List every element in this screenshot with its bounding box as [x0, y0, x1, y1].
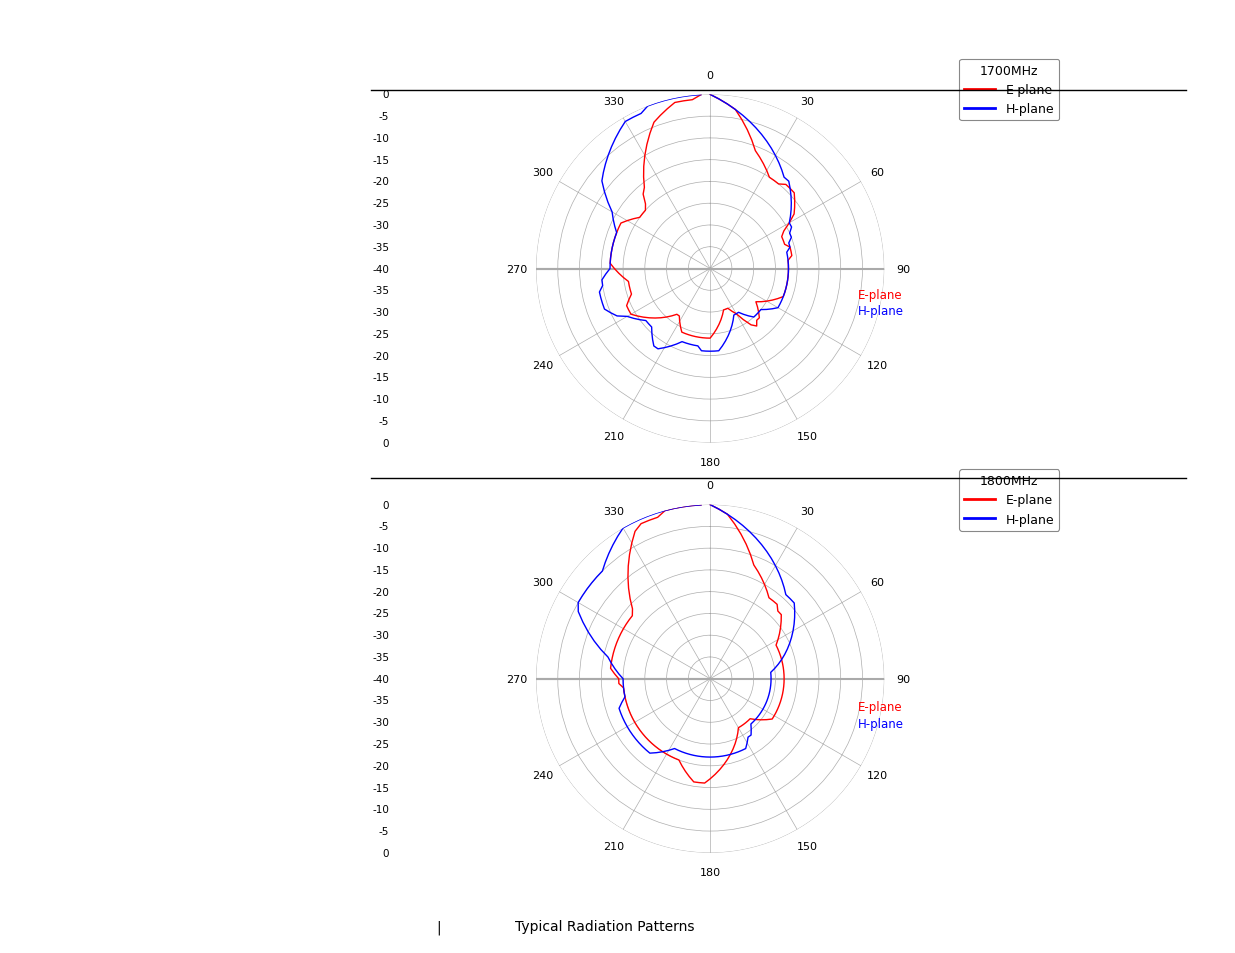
Text: 0: 0 — [383, 91, 389, 100]
Text: 0: 0 — [383, 848, 389, 858]
Text: -25: -25 — [372, 609, 389, 618]
Text: -5: -5 — [379, 522, 389, 532]
Text: -30: -30 — [372, 718, 389, 727]
Text: -35: -35 — [372, 696, 389, 706]
Text: -25: -25 — [372, 199, 389, 209]
Legend: E-plane, H-plane: E-plane, H-plane — [960, 60, 1060, 121]
Text: -40: -40 — [372, 674, 389, 684]
Text: -35: -35 — [372, 286, 389, 296]
Text: E-plane: E-plane — [858, 289, 903, 302]
Text: -15: -15 — [372, 373, 389, 383]
Text: -20: -20 — [372, 177, 389, 187]
Text: E-plane: E-plane — [858, 700, 903, 714]
Text: -10: -10 — [372, 804, 389, 815]
Text: 0: 0 — [383, 500, 389, 510]
Text: -30: -30 — [372, 221, 389, 231]
Text: -25: -25 — [372, 740, 389, 749]
Text: -20: -20 — [372, 352, 389, 361]
Text: -10: -10 — [372, 543, 389, 554]
Text: -25: -25 — [372, 330, 389, 339]
Text: -15: -15 — [372, 155, 389, 166]
Text: |: | — [436, 919, 441, 934]
Text: -5: -5 — [379, 416, 389, 426]
Text: -35: -35 — [372, 242, 389, 253]
Legend: E-plane, H-plane: E-plane, H-plane — [960, 470, 1060, 531]
Text: -35: -35 — [372, 652, 389, 662]
Text: -30: -30 — [372, 631, 389, 640]
Text: -30: -30 — [372, 308, 389, 317]
Text: -15: -15 — [372, 565, 389, 576]
Text: 0: 0 — [383, 438, 389, 448]
Text: -5: -5 — [379, 826, 389, 836]
Text: H-plane: H-plane — [858, 305, 904, 318]
Text: Typical Radiation Patterns: Typical Radiation Patterns — [515, 920, 695, 933]
Text: -20: -20 — [372, 761, 389, 771]
Text: -10: -10 — [372, 133, 389, 144]
Text: -10: -10 — [372, 395, 389, 405]
Text: -20: -20 — [372, 587, 389, 597]
Text: -40: -40 — [372, 264, 389, 274]
Text: -15: -15 — [372, 782, 389, 793]
Text: H-plane: H-plane — [858, 717, 904, 730]
Text: -5: -5 — [379, 112, 389, 122]
